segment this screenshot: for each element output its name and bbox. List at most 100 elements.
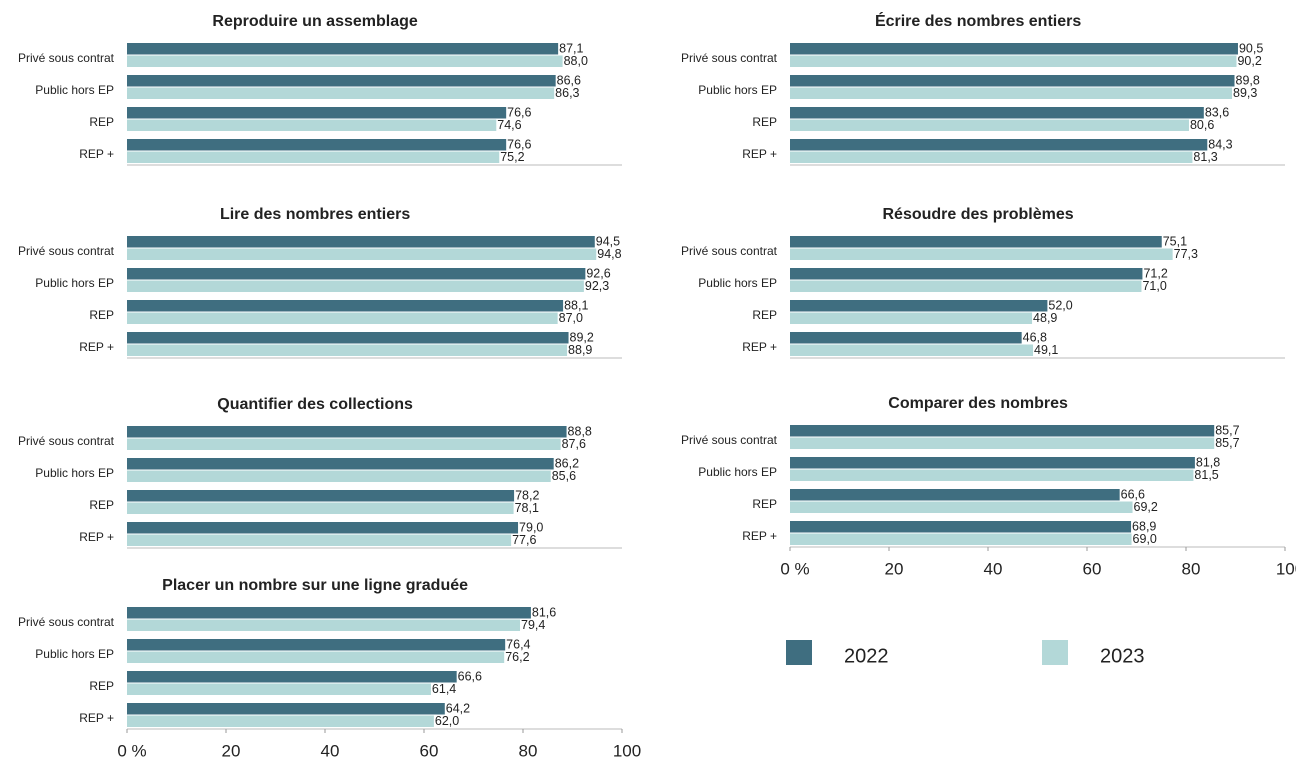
panel-title: Comparer des nombres <box>888 395 1068 412</box>
value-label: 79,4 <box>521 618 545 632</box>
value-label: 88,8 <box>568 424 592 438</box>
x-tick-label: 80 <box>519 741 538 760</box>
value-label: 85,7 <box>1215 436 1239 450</box>
x-tick-label: 100 <box>1276 559 1296 578</box>
category-label: REP + <box>79 530 114 544</box>
panel-title: Écrire des nombres entiers <box>875 11 1081 30</box>
value-label: 88,1 <box>564 298 588 312</box>
value-label: 61,4 <box>432 682 456 696</box>
bar <box>127 248 597 260</box>
value-label: 64,2 <box>446 701 470 715</box>
bar <box>127 236 595 248</box>
value-label: 78,2 <box>515 488 539 502</box>
value-label: 92,3 <box>585 279 609 293</box>
x-tick-label: 0 % <box>780 559 809 578</box>
value-label: 76,6 <box>507 105 531 119</box>
bar <box>127 75 556 87</box>
value-label: 94,8 <box>597 247 621 261</box>
value-label: 76,6 <box>507 137 531 151</box>
value-label: 48,9 <box>1033 311 1057 325</box>
bar <box>790 501 1133 513</box>
category-label: Privé sous contrat <box>18 434 115 448</box>
x-tick-label: 20 <box>885 559 904 578</box>
value-label: 52,0 <box>1048 298 1072 312</box>
category-label: REP <box>752 115 777 129</box>
category-label: Public hors EP <box>698 276 777 290</box>
bar <box>127 522 519 534</box>
category-label: Public hors EP <box>35 466 114 480</box>
bar <box>790 280 1142 292</box>
x-tick-label: 0 % <box>117 741 146 760</box>
x-tick-label: 40 <box>321 741 340 760</box>
category-label: REP + <box>742 340 777 354</box>
bar <box>127 651 505 663</box>
bar <box>127 683 431 695</box>
bar <box>127 332 569 344</box>
bar <box>790 43 1238 55</box>
bar <box>790 521 1132 533</box>
value-label: 46,8 <box>1023 330 1047 344</box>
bar <box>127 703 445 715</box>
legend-swatch <box>786 640 812 665</box>
bar <box>790 489 1120 501</box>
value-label: 79,0 <box>519 520 543 534</box>
value-label: 94,5 <box>596 234 620 248</box>
category-label: Privé sous contrat <box>681 51 778 65</box>
bar <box>790 425 1215 437</box>
bar <box>127 438 561 450</box>
bar <box>127 490 515 502</box>
bar <box>790 151 1193 163</box>
category-label: REP + <box>79 711 114 725</box>
category-label: REP <box>89 679 114 693</box>
value-label: 71,2 <box>1143 266 1167 280</box>
value-label: 74,6 <box>497 118 521 132</box>
value-label: 89,3 <box>1233 86 1257 100</box>
panel-title: Placer un nombre sur une ligne graduée <box>162 577 468 594</box>
bar <box>790 312 1033 324</box>
panel-title: Reproduire un assemblage <box>212 13 417 30</box>
bar <box>127 119 497 131</box>
value-label: 71,0 <box>1142 279 1166 293</box>
bar <box>127 87 555 99</box>
value-label: 77,3 <box>1174 247 1198 261</box>
panel-title: Quantifier des collections <box>217 396 413 413</box>
x-tick-label: 60 <box>1083 559 1102 578</box>
bar <box>127 607 531 619</box>
bar <box>790 55 1237 67</box>
category-label: REP + <box>742 147 777 161</box>
bar <box>127 344 568 356</box>
value-label: 76,2 <box>505 650 529 664</box>
panel-title: Résoudre des problèmes <box>883 206 1074 223</box>
bar <box>127 312 558 324</box>
x-tick-label: 20 <box>222 741 241 760</box>
value-label: 90,5 <box>1239 41 1263 55</box>
bar <box>790 75 1235 87</box>
value-label: 89,2 <box>570 330 594 344</box>
bar <box>127 619 521 631</box>
bar <box>127 458 554 470</box>
bar <box>127 280 584 292</box>
value-label: 78,1 <box>515 501 539 515</box>
bar <box>127 300 564 312</box>
value-label: 81,5 <box>1194 468 1218 482</box>
value-label: 85,6 <box>552 469 576 483</box>
value-label: 86,3 <box>555 86 579 100</box>
legend-label: 2023 <box>1100 645 1145 667</box>
category-label: REP <box>89 498 114 512</box>
value-label: 81,6 <box>532 605 556 619</box>
bar <box>790 533 1132 545</box>
bar <box>127 470 551 482</box>
value-label: 81,8 <box>1196 455 1220 469</box>
bar <box>790 107 1204 119</box>
x-tick-label: 60 <box>420 741 439 760</box>
value-label: 87,1 <box>559 41 583 55</box>
value-label: 75,2 <box>500 150 524 164</box>
category-label: REP <box>89 308 114 322</box>
bar <box>127 671 457 683</box>
bar <box>790 469 1194 481</box>
bar <box>790 332 1022 344</box>
value-label: 90,2 <box>1237 54 1261 68</box>
bar <box>127 534 512 546</box>
legend-label: 2022 <box>844 645 889 667</box>
